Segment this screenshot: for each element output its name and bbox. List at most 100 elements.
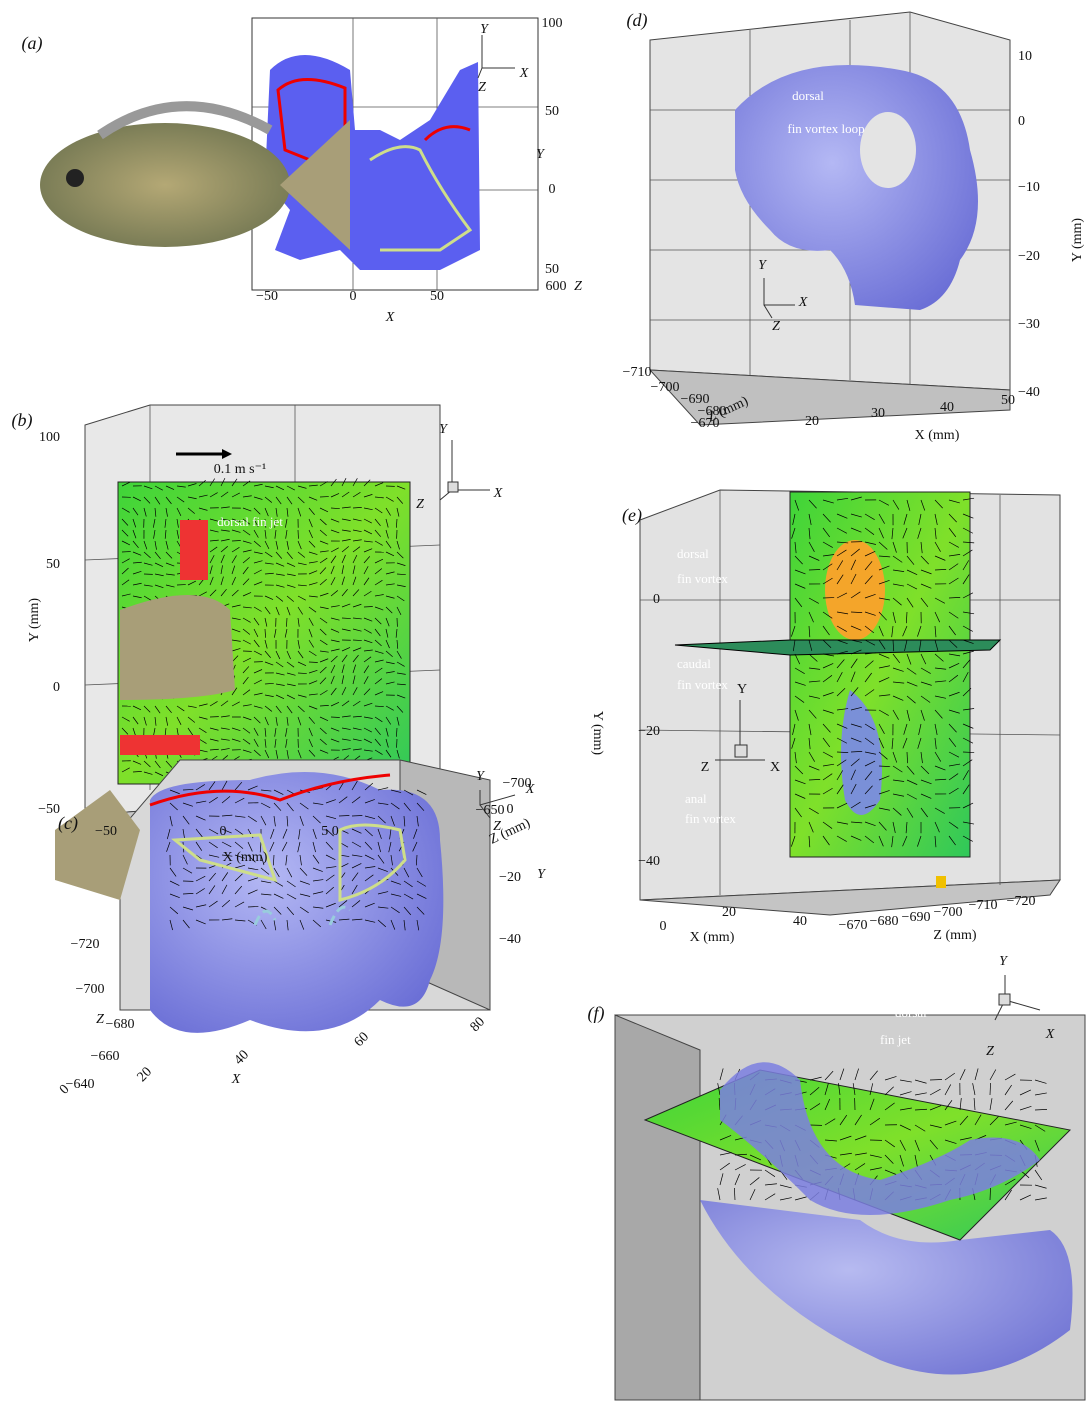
vector: [231, 589, 239, 597]
vector: [308, 628, 313, 638]
vector: [325, 841, 334, 850]
axis-label: Y (mm): [27, 598, 42, 643]
vector: [906, 765, 915, 775]
vector: [906, 793, 918, 800]
vector: [273, 789, 284, 795]
vector: [330, 478, 337, 487]
vector: [906, 695, 916, 704]
vector: [231, 648, 241, 652]
vector: [878, 541, 888, 550]
vector: [187, 727, 194, 736]
vector: [878, 499, 890, 506]
vector: [822, 611, 833, 619]
vector: [330, 507, 340, 510]
vector: [154, 716, 157, 726]
vector-field: [166, 780, 427, 931]
vector: [341, 617, 351, 619]
vector: [330, 565, 335, 575]
vector: [253, 540, 261, 547]
vector: [396, 661, 405, 667]
vector: [154, 760, 161, 769]
tick-label: −20: [1018, 249, 1040, 264]
vector: [878, 639, 886, 650]
vector: [948, 691, 960, 697]
vector: [364, 854, 375, 860]
vector: [850, 639, 863, 643]
vector: [878, 775, 890, 781]
tick-label: 40: [793, 914, 807, 929]
vector: [242, 480, 251, 487]
vector: [363, 529, 373, 535]
vector: [920, 597, 929, 608]
vector: [920, 793, 932, 799]
vector: [864, 723, 875, 731]
vector: [231, 546, 240, 553]
vector: [390, 854, 393, 866]
vector: [836, 659, 845, 669]
vector: [416, 867, 423, 878]
panel-c: [55, 759, 516, 1033]
annotation: dorsal: [895, 1005, 927, 1020]
vector: [338, 918, 350, 921]
annotation: X: [519, 66, 529, 81]
vector: [195, 815, 206, 821]
vector: [351, 863, 362, 869]
vector: [143, 705, 151, 713]
vector: [242, 540, 252, 544]
vector: [182, 919, 190, 929]
vector: [341, 491, 350, 498]
vector: [363, 479, 371, 487]
vector: [286, 672, 296, 676]
vector: [903, 723, 908, 735]
vector: [275, 584, 285, 588]
vector: [374, 749, 383, 755]
vector: [396, 727, 398, 737]
vector: [929, 1079, 943, 1081]
vector: [374, 667, 383, 674]
vector: [220, 700, 229, 707]
vector: [364, 841, 373, 850]
vector: [962, 650, 974, 655]
vector: [297, 485, 307, 489]
vector: [850, 496, 862, 501]
vector: [319, 529, 327, 537]
vector: [878, 527, 884, 539]
vector: [363, 566, 369, 575]
vector: [934, 653, 944, 662]
vector: [286, 606, 291, 616]
vector: [274, 738, 277, 748]
vector: [264, 628, 266, 638]
vector: [959, 1137, 972, 1141]
vector: [209, 478, 215, 487]
vector: [220, 529, 230, 532]
vector: [822, 692, 834, 697]
vector: [934, 737, 937, 750]
vector: [891, 625, 894, 638]
vector: [198, 591, 207, 597]
vector: [914, 1108, 927, 1111]
vector: [808, 751, 815, 762]
vector: [195, 919, 206, 925]
vector: [403, 880, 413, 888]
contour: [149, 773, 391, 807]
vector: [143, 551, 151, 559]
fish-eye: [66, 169, 84, 187]
vector: [308, 551, 318, 555]
vector: [352, 478, 358, 487]
vector: [176, 507, 182, 517]
vector: [231, 727, 241, 731]
vector: [899, 1091, 912, 1096]
vector: [902, 737, 908, 749]
tick-label: 20: [805, 414, 819, 429]
vector: [374, 558, 384, 564]
vector: [416, 815, 419, 827]
panel-f: [614, 975, 1086, 1401]
vector: [208, 841, 218, 849]
vector: [403, 802, 411, 812]
vector: [962, 708, 975, 711]
vector: [878, 765, 891, 767]
tick-label: −660: [91, 1049, 120, 1064]
vector: [264, 650, 271, 658]
vector: [734, 1153, 747, 1156]
vector: [948, 541, 959, 548]
